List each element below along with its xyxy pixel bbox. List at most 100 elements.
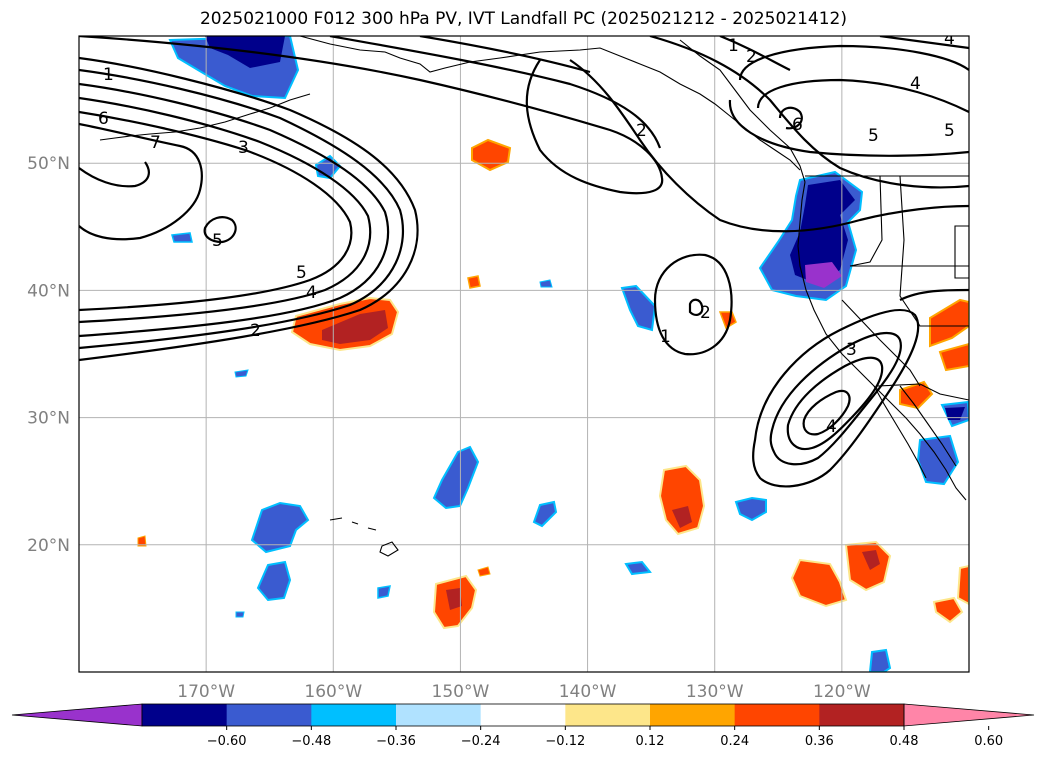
contour-label: 5: [944, 121, 955, 141]
contour-labels: 1 2 3 4 5 6 7 5 2 5 4 1 2 4 5 6 1 3 4 2: [98, 29, 955, 437]
contour-line: [899, 288, 969, 301]
colorbar-bin: [480, 704, 566, 726]
pv-blob: [718, 311, 737, 330]
contour-line: [653, 253, 733, 356]
pv-blob: [790, 558, 848, 608]
contour-label: 6: [98, 109, 109, 129]
state-border: [849, 175, 883, 267]
contour-line: [419, 36, 591, 74]
longitude-label: 160°W: [304, 682, 362, 702]
pv-positive-anomalies: [137, 138, 969, 630]
pv-blob: [322, 310, 388, 344]
pv-blob: [862, 550, 880, 570]
contour-line: [79, 161, 150, 188]
pv-blob: [250, 501, 310, 554]
contour-line: [79, 68, 404, 350]
axes-frame: [78, 35, 970, 673]
colorbar-bin: [650, 704, 736, 726]
colorbar-bin: [396, 704, 482, 726]
contour-line: [879, 36, 969, 50]
latitude-label: 40°N: [27, 281, 70, 301]
contour-line: [79, 56, 419, 362]
contour-line: [688, 298, 704, 316]
colorbar-tick-label: 0.36: [805, 734, 834, 749]
contour-label: 7: [150, 133, 161, 153]
pv-blob: [929, 298, 969, 348]
contour-line: [79, 96, 372, 324]
contour-line: [329, 36, 662, 149]
colorbar-tick-label: −0.48: [291, 734, 331, 749]
pv-blob: [471, 138, 512, 172]
longitude-label: 150°W: [432, 682, 490, 702]
colorbar-tick-label: 0.48: [890, 734, 919, 749]
contour-line: [752, 308, 920, 488]
colorbar: −0.60 −0.48 −0.36 −0.24 −0.12 0.12 0.24 0.36 0.4…: [11, 703, 1035, 749]
longitude-label: 170°W: [177, 682, 235, 702]
us-west-coast: [797, 181, 967, 501]
pv-blob: [624, 560, 652, 576]
contour-label: 4: [910, 74, 921, 94]
colorbar-tick-label: −0.12: [545, 734, 585, 749]
contour-label: 6: [792, 115, 803, 135]
contour-label: 2: [700, 303, 711, 323]
pv-blob: [805, 262, 842, 288]
pv-blob: [532, 500, 558, 528]
contour-line: [649, 36, 969, 189]
contour-line: [79, 122, 203, 241]
pv-blob: [938, 342, 969, 372]
contour-label: 1: [728, 36, 739, 56]
colorbar-outline: [141, 703, 905, 727]
ivt-contours: [79, 36, 969, 488]
pv-blob: [171, 232, 193, 243]
pv-blob: [234, 369, 249, 378]
contour-line: [728, 99, 969, 157]
gulf-of-california: [899, 385, 957, 467]
contour-line: [79, 82, 390, 338]
hawaii-islands: [329, 517, 399, 557]
contour-line: [719, 36, 791, 71]
longitude-label: 120°W: [813, 682, 871, 702]
pv-blob: [868, 648, 892, 672]
pv-blob: [672, 506, 692, 528]
latitude-labels: 50°N 40°N 30°N 20°N: [27, 154, 70, 556]
longitude-labels: 170°W 160°W 150°W 140°W 130°W 120°W: [177, 682, 871, 702]
colorbar-tick-label: −0.60: [207, 734, 247, 749]
contour-label: 3: [846, 340, 857, 360]
contour-label: 1: [103, 65, 114, 85]
pv-blob: [844, 540, 892, 592]
latitude-label: 50°N: [27, 154, 70, 174]
pv-blob: [539, 279, 553, 288]
longitude-label: 140°W: [559, 682, 617, 702]
pv-blob: [446, 588, 462, 610]
contour-label: 5: [296, 263, 307, 283]
pv-blob: [620, 284, 657, 332]
contour-label: 2: [636, 121, 647, 141]
contour-label: 5: [212, 231, 223, 251]
pv-blob: [235, 611, 245, 618]
map-panel: 1 2 3 4 5 6 7 5 2 5 4 1 2 4 5 6 1 3 4 2: [79, 29, 969, 672]
pv-blob: [956, 564, 969, 606]
latitude-label: 20°N: [27, 536, 70, 556]
contour-line: [802, 389, 851, 436]
bc-coast: [679, 39, 806, 183]
pv-blob: [467, 275, 481, 289]
pv-blob: [899, 380, 934, 410]
pv-negative-anomalies: [168, 36, 969, 672]
us-mexico-border: [877, 383, 969, 401]
contour-label: 2: [250, 321, 261, 341]
colorbar-bin: [226, 704, 312, 726]
contour-line: [778, 106, 803, 130]
pv-blob: [945, 407, 965, 420]
pv-blob: [734, 496, 767, 522]
contour-label: 2: [746, 47, 757, 67]
contour-line: [203, 216, 237, 244]
contour-line: [79, 110, 353, 312]
pv-blob: [658, 464, 706, 536]
pv-blob: [790, 180, 855, 285]
colorbar-tick-label: −0.36: [376, 734, 416, 749]
contour-label: 4: [944, 29, 955, 49]
contour-label: 1: [660, 327, 671, 347]
colorbar-extend-low: [11, 703, 143, 727]
pv-blob: [932, 596, 964, 624]
